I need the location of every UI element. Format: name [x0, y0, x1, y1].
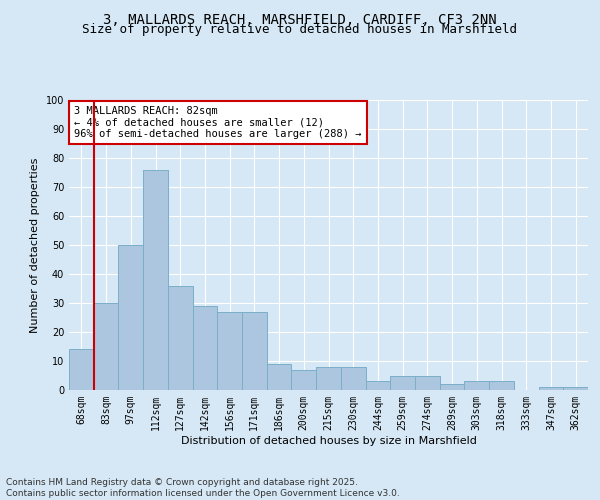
Bar	[143, 170, 168, 390]
Bar	[168, 286, 193, 390]
Bar	[292, 370, 316, 390]
Bar	[94, 303, 118, 390]
X-axis label: Distribution of detached houses by size in Marshfield: Distribution of detached houses by size …	[181, 436, 476, 446]
Y-axis label: Number of detached properties: Number of detached properties	[30, 158, 40, 332]
Bar	[341, 367, 365, 390]
Bar	[118, 245, 143, 390]
Text: Size of property relative to detached houses in Marshfield: Size of property relative to detached ho…	[83, 22, 517, 36]
Bar	[193, 306, 217, 390]
Bar	[316, 367, 341, 390]
Bar	[217, 312, 242, 390]
Bar	[464, 382, 489, 390]
Bar	[440, 384, 464, 390]
Bar	[390, 376, 415, 390]
Bar	[539, 387, 563, 390]
Bar	[242, 312, 267, 390]
Bar	[69, 350, 94, 390]
Bar	[415, 376, 440, 390]
Bar	[365, 382, 390, 390]
Bar	[563, 387, 588, 390]
Text: Contains HM Land Registry data © Crown copyright and database right 2025.
Contai: Contains HM Land Registry data © Crown c…	[6, 478, 400, 498]
Text: 3, MALLARDS REACH, MARSHFIELD, CARDIFF, CF3 2NN: 3, MALLARDS REACH, MARSHFIELD, CARDIFF, …	[103, 12, 497, 26]
Bar	[489, 382, 514, 390]
Text: 3 MALLARDS REACH: 82sqm
← 4% of detached houses are smaller (12)
96% of semi-det: 3 MALLARDS REACH: 82sqm ← 4% of detached…	[74, 106, 362, 139]
Bar	[267, 364, 292, 390]
